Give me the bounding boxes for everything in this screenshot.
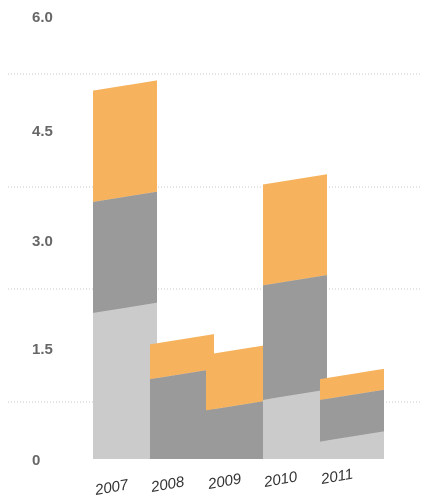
x-axis: 2007 2008 2009 2010 2011 (93, 466, 355, 500)
bar-segment-2008-s3 (150, 334, 214, 380)
bars (93, 80, 384, 459)
y-tick-label: 4.5 (32, 123, 53, 140)
x-tick-label-2009: 2009 (206, 470, 243, 493)
x-tick-label-2011: 2011 (319, 466, 355, 489)
bar-segment-2011-s2 (320, 389, 384, 442)
bar-segment-2010-s3 (263, 174, 327, 286)
y-axis: 6.0 4.5 3.0 1.5 0 (32, 9, 53, 469)
y-tick-label: 0 (32, 452, 40, 469)
x-tick-label-2010: 2010 (262, 468, 299, 491)
y-tick-label: 1.5 (32, 341, 53, 358)
y-tick-label: 3.0 (32, 233, 53, 250)
bar-segment-2010-s2 (263, 275, 327, 400)
gridlines (8, 73, 422, 403)
bar-segment-2007-s2 (93, 191, 157, 314)
x-tick-label-2007: 2007 (93, 476, 130, 499)
bar-segment-2011-s3 (320, 368, 384, 400)
x-tick-label-2008: 2008 (149, 473, 186, 496)
bar-segment-2008-s2 (150, 368, 214, 459)
bar-segment-2009-s2 (206, 400, 270, 459)
bar-segment-2007-s1 (93, 302, 157, 459)
bar-segment-2010-s1 (263, 389, 327, 459)
bar-segment-2009-s3 (206, 344, 270, 411)
bar-segment-2011-s1 (320, 431, 384, 459)
bar-segment-2007-s3 (93, 80, 157, 202)
y-tick-label: 6.0 (32, 9, 53, 26)
